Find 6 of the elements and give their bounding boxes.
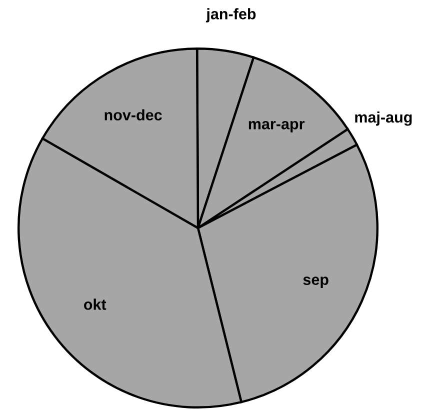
slice-label: maj-aug: [355, 111, 412, 126]
slice-label: okt: [84, 298, 106, 310]
slice-label: mar-apr: [248, 120, 305, 132]
slice-label: nov-dec: [104, 109, 162, 120]
slice-label: jan-feb: [206, 8, 256, 22]
slice-label: sep: [303, 276, 328, 288]
